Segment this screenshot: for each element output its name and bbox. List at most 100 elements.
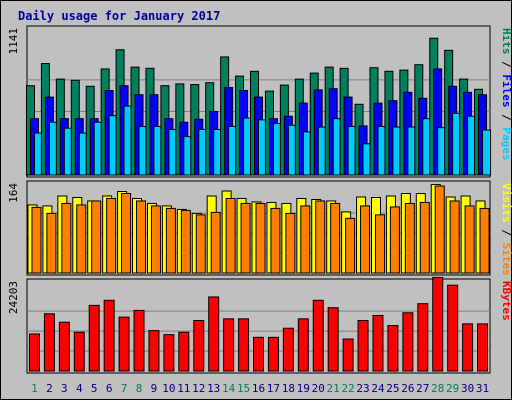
day-label-27: 27 [416,382,429,395]
day-label-1: 1 [31,382,38,395]
bars-visits [27,184,490,274]
legend-separator: / [500,108,512,128]
bar-sites-day-31 [479,207,490,274]
bar-kbytes-day-11 [178,331,190,372]
legend-item-hits: Hits [500,28,512,55]
bar-kbytes-day-20 [312,299,324,372]
bar-sites-day-25 [389,206,400,274]
day-label-19: 19 [297,382,310,395]
day-label-17: 17 [267,382,280,395]
bar-sites-day-17 [270,207,281,274]
bar-kbytes-day-7 [118,316,130,372]
legend-item-sites: Sites [500,243,512,276]
bar-sites-day-2 [46,212,57,274]
panel-hits: 1141 Hits / Files / Pages [7,25,512,178]
bar-kbytes-day-28 [432,276,444,372]
legend-item-pages: Pages [500,127,512,160]
bar-kbytes-day-1 [28,333,40,372]
legend-item-files: Files [500,74,512,107]
bar-kbytes-day-6 [103,299,115,372]
bar-kbytes-day-2 [43,313,55,372]
bar-kbytes-day-17 [267,336,279,372]
bar-kbytes-day-5 [88,304,100,372]
bar-kbytes-day-22 [342,338,354,372]
bar-sites-day-20 [315,200,326,274]
day-label-8: 8 [136,382,143,395]
max-label-hits: 1141 [7,28,20,55]
day-label-2: 2 [46,382,53,395]
bars-hits [25,37,492,176]
max-label-visits: 164 [7,183,20,203]
day-label-14: 14 [222,382,236,395]
day-label-12: 12 [192,382,205,395]
bar-sites-day-18 [285,212,296,274]
day-label-28: 28 [431,382,444,395]
legend-kbytes: KBytes [500,281,512,321]
bar-sites-day-9 [150,205,161,274]
bar-sites-day-1 [31,206,42,274]
day-label-22: 22 [341,382,354,395]
chart-panels: 1141 Hits / Files / Pages 164 Visits / Site… [7,25,512,374]
legend-separator: / [500,223,512,243]
bar-kbytes-day-24 [372,314,384,372]
bar-sites-day-6 [106,197,117,274]
day-label-31: 31 [476,382,489,395]
bar-sites-day-28 [434,185,445,274]
bar-sites-day-27 [419,201,430,274]
bar-kbytes-day-19 [297,318,309,372]
bar-kbytes-day-14 [223,318,235,372]
bar-sites-day-26 [404,202,415,274]
bar-kbytes-day-8 [133,309,145,372]
bar-sites-day-22 [345,217,356,274]
bar-sites-day-16 [255,202,266,274]
x-axis-labels: 1 2 3 4 5 6 7 8 9 10 11 12 13 14 15 16 17 18 19 20 21 22 23 24 2… [31,382,489,395]
bar-kbytes-day-27 [417,303,429,372]
day-label-25: 25 [386,382,399,395]
bar-pages-day-31 [482,129,492,176]
day-label-26: 26 [401,382,414,395]
bar-kbytes-day-23 [357,320,369,372]
day-label-6: 6 [106,382,113,395]
bar-sites-day-30 [464,205,475,274]
bar-sites-day-23 [360,205,371,274]
bar-kbytes-day-30 [462,323,474,372]
bar-sites-day-14 [225,197,236,274]
panel-kbytes: 24203 KBytes [7,276,512,374]
bar-sites-day-15 [240,202,251,274]
bar-sites-day-21 [330,202,341,274]
bar-sites-day-29 [449,200,460,274]
bar-sites-day-5 [91,200,102,274]
day-label-11: 11 [177,382,190,395]
day-label-30: 30 [461,382,474,395]
panel-visits: 164 Visits / Sites [7,180,512,276]
day-label-4: 4 [76,382,83,395]
bar-kbytes-day-25 [387,325,399,372]
bar-sites-day-7 [121,193,132,274]
day-label-9: 9 [151,382,158,395]
bar-kbytes-day-10 [163,334,175,372]
day-label-16: 16 [252,382,265,395]
day-label-5: 5 [91,382,98,395]
bar-kbytes-day-15 [238,318,250,372]
bar-kbytes-day-26 [402,312,414,372]
bar-kbytes-day-12 [193,320,205,372]
legend-item-kbytes: KBytes [500,281,512,321]
day-label-10: 10 [162,382,175,395]
legend-item-visits: Visits [500,183,512,223]
bar-kbytes-day-16 [253,336,264,372]
bar-sites-day-8 [136,200,147,274]
bar-kbytes-day-29 [447,284,459,372]
day-label-15: 15 [237,382,250,395]
bar-kbytes-day-4 [73,331,85,372]
bar-kbytes-day-13 [208,296,220,372]
day-label-18: 18 [282,382,295,395]
day-label-29: 29 [446,382,459,395]
bar-kbytes-day-9 [148,330,160,372]
day-label-20: 20 [312,382,325,395]
bar-sites-day-3 [61,202,72,274]
day-label-23: 23 [356,382,369,395]
day-label-7: 7 [121,382,128,395]
day-label-3: 3 [61,382,68,395]
